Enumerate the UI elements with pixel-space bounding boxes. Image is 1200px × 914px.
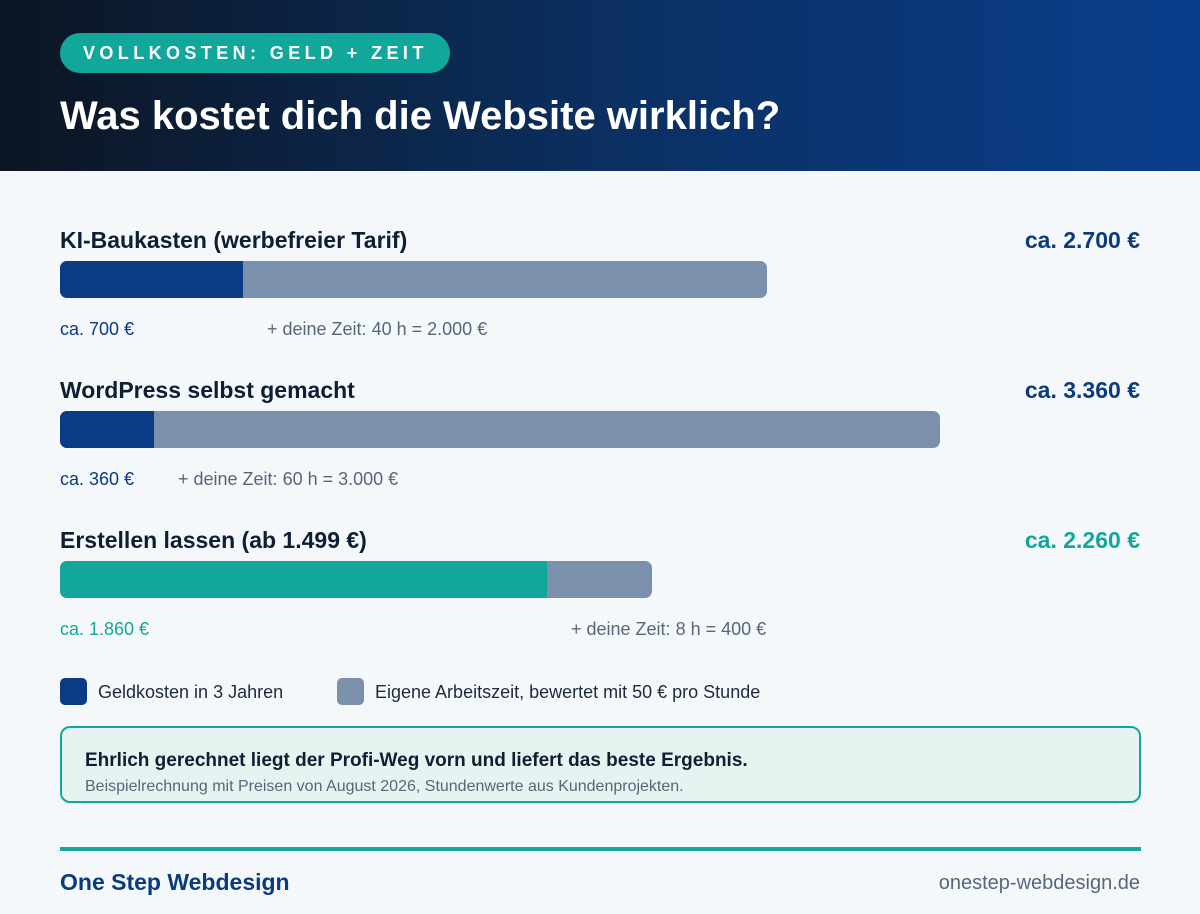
bar-money-segment [60,561,547,598]
chart-row: Erstellen lassen (ab 1.499 €) ca. 2.260 €… [60,525,1140,645]
page-title: Was kostet dich die Website wirklich? [60,94,781,138]
money-value-label: ca. 1.860 € [60,619,150,639]
bar-time-segment [60,561,652,598]
row-total-label: ca. 2.700 € [1024,227,1140,253]
bar-money-segment [60,261,243,298]
row-category-label: WordPress selbst gemacht [60,377,355,403]
bar-time-segment [60,411,940,448]
note-subtitle: Beispielrechnung mit Preisen von August … [85,778,684,795]
bar-money-segment [60,411,154,448]
legend-swatch-time [337,678,364,705]
legend-label-time: Eigene Arbeitszeit, bewertet mit 50 € pr… [375,682,761,702]
summary-note: Ehrlich gerechnet liegt der Profi-Weg vo… [60,726,1141,803]
footer-divider [60,847,1141,851]
row-total-label: ca. 2.260 € [1024,527,1140,553]
header-banner: VOLLKOSTEN: GELD + ZEIT Was kostet dich … [0,0,1200,171]
row-category-label: Erstellen lassen (ab 1.499 €) [60,527,367,553]
footer-url: onestep-webdesign.de [938,872,1140,894]
money-value-label: ca. 360 € [60,469,135,489]
footer-brand: One Step Webdesign [60,869,290,895]
chart-legend: Geldkosten in 3 Jahren Eigene Arbeitszei… [60,678,1140,706]
row-category-label: KI-Baukasten (werbefreier Tarif) [60,227,408,253]
money-value-label: ca. 700 € [60,319,135,339]
note-title: Ehrlich gerechnet liegt der Profi-Weg vo… [85,750,748,771]
chart-row: WordPress selbst gemacht ca. 3.360 € ca. 3… [60,375,1140,495]
chart-row: KI-Baukasten (werbefreier Tarif) ca. 2.70… [60,225,1140,345]
time-value-label: + deine Zeit: 60 h = 3.000 € [178,469,399,489]
legend-label-money: Geldkosten in 3 Jahren [98,682,284,702]
bar-time-segment [60,261,767,298]
time-value-label: + deine Zeit: 40 h = 2.000 € [267,319,488,339]
legend-swatch-money [60,678,87,705]
time-value-label: + deine Zeit: 8 h = 400 € [571,619,767,639]
header-badge: VOLLKOSTEN: GELD + ZEIT [60,33,450,73]
row-total-label: ca. 3.360 € [1024,377,1140,403]
